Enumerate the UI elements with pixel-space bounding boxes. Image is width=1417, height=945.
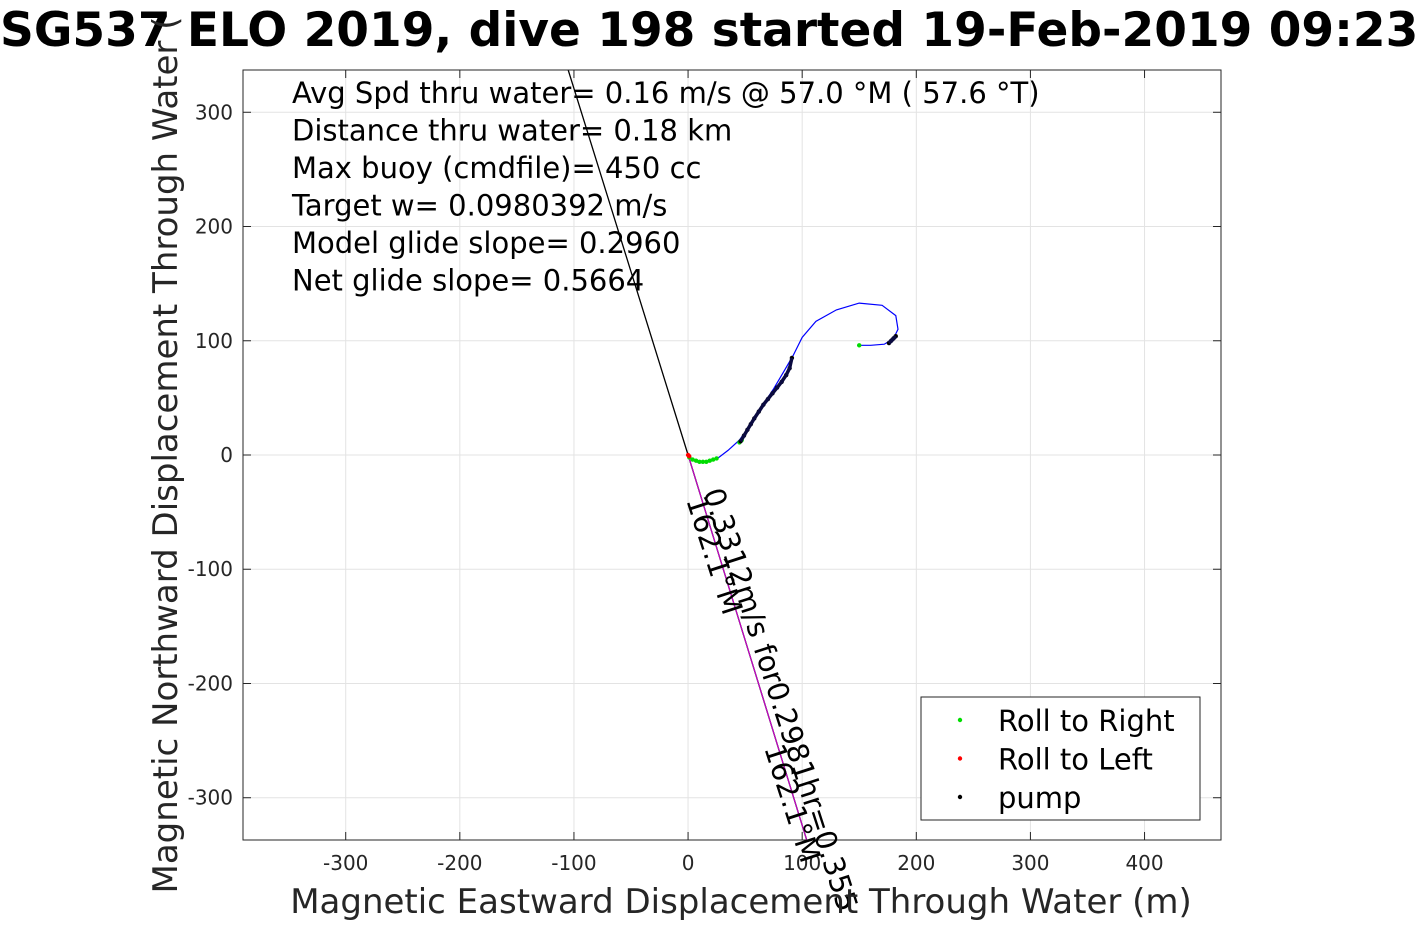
x-tick-label: 100: [783, 851, 821, 875]
y-tick-label: 200: [195, 215, 233, 239]
y-tick-label: -300: [188, 786, 233, 810]
marker-roll-to-right: [690, 457, 695, 462]
marker-roll-to-right: [697, 459, 702, 465]
y-tick-label: -200: [188, 671, 233, 695]
legend-box: [920, 696, 1201, 821]
marker-roll-to-right: [857, 343, 862, 348]
legend: Roll to Right Roll to Left pump: [920, 696, 1201, 821]
marker-roll-to-right: [704, 459, 709, 465]
x-axis-label: Magnetic Eastward Displacement Through W…: [290, 882, 1192, 922]
x-tick-label: 0: [682, 851, 695, 875]
y-axis-label: Magnetic Northward Displacement Through …: [146, 17, 186, 894]
pump-segment: [887, 334, 898, 345]
x-tick-label: -200: [437, 851, 482, 875]
legend-label: pump: [998, 781, 1081, 815]
y-tick-label: -100: [188, 557, 233, 581]
x-tick-label: -100: [551, 851, 596, 875]
chart-title: SG537 ELO 2019, dive 198 started 19-Feb-…: [0, 3, 1417, 58]
legend-marker: [957, 794, 963, 800]
legend-label: Roll to Right: [998, 704, 1175, 738]
annotation-line: Distance thru water= 0.18 km: [292, 114, 732, 148]
marker-roll-to-right: [714, 456, 719, 461]
tick-labels: -300 -200 -100 0 100 200 300 400 -300 -200 -100 0 10…: [188, 100, 1164, 875]
legend-marker: [957, 756, 963, 761]
y-tick-label: 100: [195, 329, 233, 353]
axes: [242, 69, 1222, 841]
marker-roll-to-right: [693, 458, 699, 463]
vector-line: [687, 454, 808, 840]
axis-labels: Magnetic Eastward Displacement Through W…: [146, 17, 1192, 922]
marker-roll-to-right: [700, 459, 706, 465]
x-tick-label: -300: [323, 851, 368, 875]
x-tick-label: 400: [1125, 851, 1163, 875]
marker-roll-to-right: [707, 458, 712, 463]
annotation-line: Net glide slope= 0.5664: [292, 264, 644, 298]
legend-marker: [957, 717, 963, 723]
x-tick-label: 200: [897, 851, 935, 875]
marker-roll-to-left: [687, 453, 692, 459]
pump-segment: [739, 357, 794, 443]
annotation-line: Target w= 0.0980392 m/s: [291, 189, 667, 223]
legend-label: Roll to Left: [998, 743, 1153, 777]
y-tick-label: 300: [195, 100, 233, 124]
annotation-block: Avg Spd thru water= 0.16 m/s @ 57.0 °M (…: [291, 76, 1040, 298]
plot-lines: [567, 70, 899, 840]
x-tick-label: 300: [1011, 851, 1049, 875]
marker-roll-to-right: [710, 457, 716, 462]
annotation-line: Avg Spd thru water= 0.16 m/s @ 57.0 °M (…: [292, 76, 1040, 110]
annotation-line: Max buoy (cmdfile)= 450 cc: [292, 151, 701, 185]
y-tick-label: 0: [220, 443, 233, 467]
annotation-line: Model glide slope= 0.2960: [292, 226, 680, 260]
